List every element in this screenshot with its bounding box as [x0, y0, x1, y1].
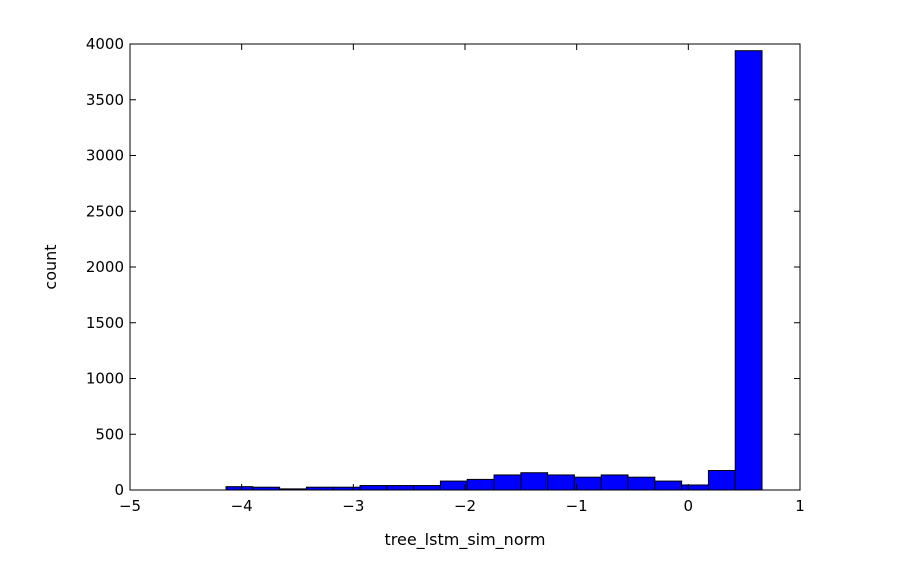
- plot-frame: [129, 43, 801, 491]
- y-tick-label: 4000: [86, 35, 124, 53]
- y-tick-label: 3000: [86, 147, 124, 165]
- histogram-bar-16: [654, 480, 683, 491]
- histogram-bar-6: [386, 485, 415, 491]
- x-tick-label: 1: [795, 497, 805, 515]
- x-tick-label: 0: [684, 497, 694, 515]
- histogram-bar-17: [681, 484, 709, 491]
- histogram-bar-15: [627, 476, 656, 491]
- histogram-bar-14: [600, 474, 629, 491]
- y-tick-label: 1000: [86, 370, 124, 388]
- histogram-bar-13: [573, 476, 602, 491]
- histogram-bar-7: [413, 485, 441, 491]
- x-tick-label: −1: [566, 497, 588, 515]
- histogram-bar-0: [225, 486, 254, 491]
- histogram-bar-11: [520, 472, 549, 491]
- y-axis-label: count: [41, 244, 60, 289]
- y-tick-label: 0: [114, 481, 124, 499]
- y-tick-label: 3500: [86, 91, 124, 109]
- histogram-bar-10: [493, 474, 522, 491]
- y-tick-label: 500: [95, 425, 124, 443]
- histogram-bar-9: [466, 478, 495, 491]
- ticks-layer: −5 −4 −3 −2 −1 0 1 0 500 1000 1500 2000 2500 3000 3500…: [86, 35, 805, 515]
- x-axis-label: tree_lstm_sim_norm: [384, 530, 545, 550]
- y-tick-label: 2000: [86, 258, 124, 276]
- x-tick-label: −3: [342, 497, 364, 515]
- x-tick-label: −5: [119, 497, 141, 515]
- x-tick-label: −4: [231, 497, 253, 515]
- x-tick-label: −2: [454, 497, 476, 515]
- histogram-bar-18: [707, 469, 736, 491]
- histogram-bar-19: [734, 50, 763, 491]
- histogram-bar-5: [359, 485, 388, 491]
- histogram-bar-12: [547, 474, 575, 491]
- y-tick-label: 1500: [86, 314, 124, 332]
- histogram-bar-8: [439, 480, 468, 491]
- y-tick-label: 2500: [86, 202, 124, 220]
- bars-layer: [225, 50, 763, 491]
